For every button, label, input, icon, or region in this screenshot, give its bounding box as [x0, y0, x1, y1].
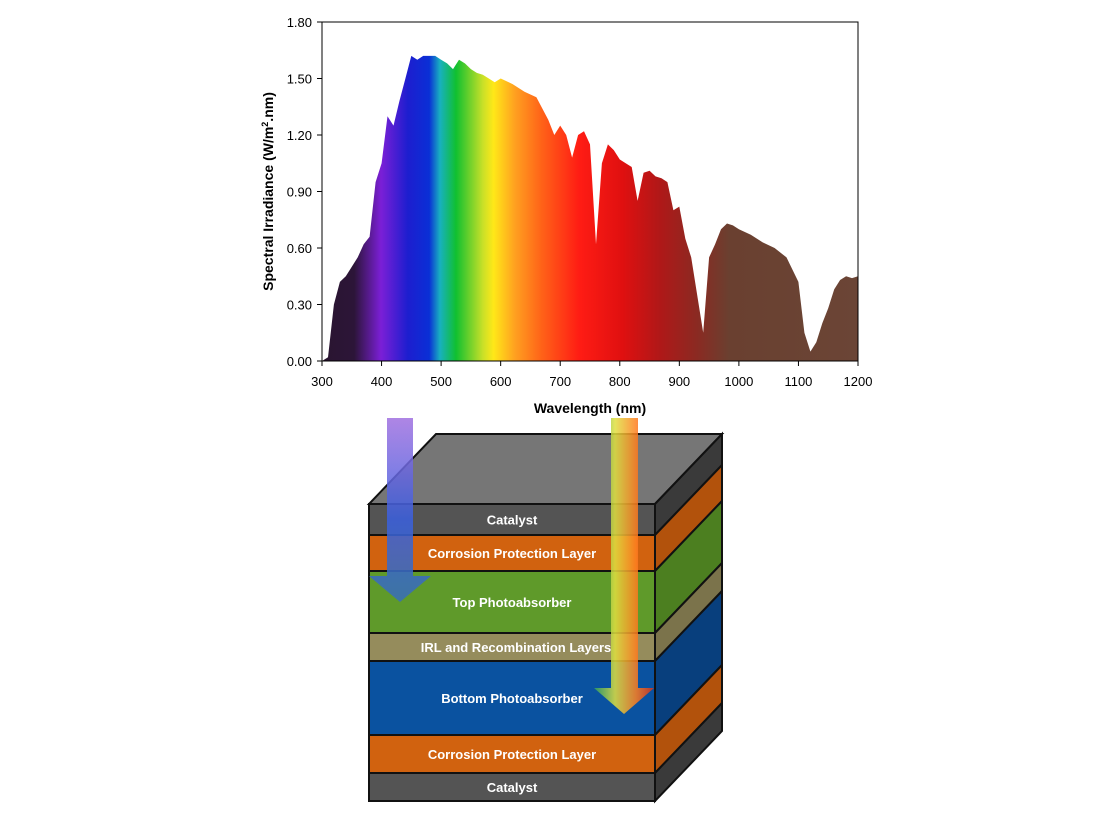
short-wavelength-arrow [369, 418, 431, 602]
layer-label: Catalyst [487, 780, 538, 795]
tandem-cell-stack-diagram: Catalyst Corrosion Protection Layer Top Ph… [366, 418, 725, 804]
stack-layer: Corrosion Protection Layer [368, 462, 723, 574]
y-tick-label: 1.80 [287, 15, 312, 30]
y-tick-label: 0.00 [287, 354, 312, 369]
spectrum-area [322, 55, 858, 362]
layer-label: Corrosion Protection Layer [428, 546, 596, 561]
layer-label: Corrosion Protection Layer [428, 747, 596, 762]
layer-label: Bottom Photoabsorber [441, 691, 583, 706]
x-tick-label: 1000 [724, 374, 753, 389]
x-tick-label: 1200 [844, 374, 873, 389]
x-tick-label: 900 [668, 374, 690, 389]
layer-label: IRL and Recombination Layers [421, 640, 611, 655]
stack-layer: Catalyst [368, 700, 723, 804]
layer-front-face [368, 632, 656, 662]
y-tick-label: 1.50 [287, 72, 312, 87]
x-tick-label: 700 [549, 374, 571, 389]
long-wavelength-arrow [594, 418, 654, 714]
x-tick-label: 300 [311, 374, 333, 389]
x-tick-label: 500 [430, 374, 452, 389]
stack-layer: Corrosion Protection Layer [368, 662, 723, 776]
x-tick-label: 400 [371, 374, 393, 389]
stack-layer: Bottom Photoabsorber [368, 588, 723, 738]
stack-layer: IRL and Recombination Layers [368, 560, 723, 664]
layer-front-face [368, 772, 656, 802]
x-tick-label: 600 [490, 374, 512, 389]
layer-label: Top Photoabsorber [453, 595, 572, 610]
layer-side-face [654, 700, 723, 804]
spectral-irradiance-chart: 300 400 500 600 700 800 900 1000 1100 1200 0.00 0.3… [260, 15, 873, 416]
y-tick-label: 0.30 [287, 298, 312, 313]
y-tick-label: 1.20 [287, 128, 312, 143]
layer-label: Catalyst [487, 513, 538, 528]
x-tick-label: 800 [609, 374, 631, 389]
x-axis-title: Wavelength (nm) [534, 400, 646, 416]
x-tick-label: 1100 [784, 374, 812, 389]
y-tick-label: 0.60 [287, 241, 312, 256]
y-tick-label: 0.90 [287, 185, 312, 200]
stack-layer: Catalyst [368, 431, 723, 538]
y-axis-title: Spectral Irradiance (W/m2.nm) [260, 92, 276, 291]
layer-front-face [368, 734, 656, 774]
